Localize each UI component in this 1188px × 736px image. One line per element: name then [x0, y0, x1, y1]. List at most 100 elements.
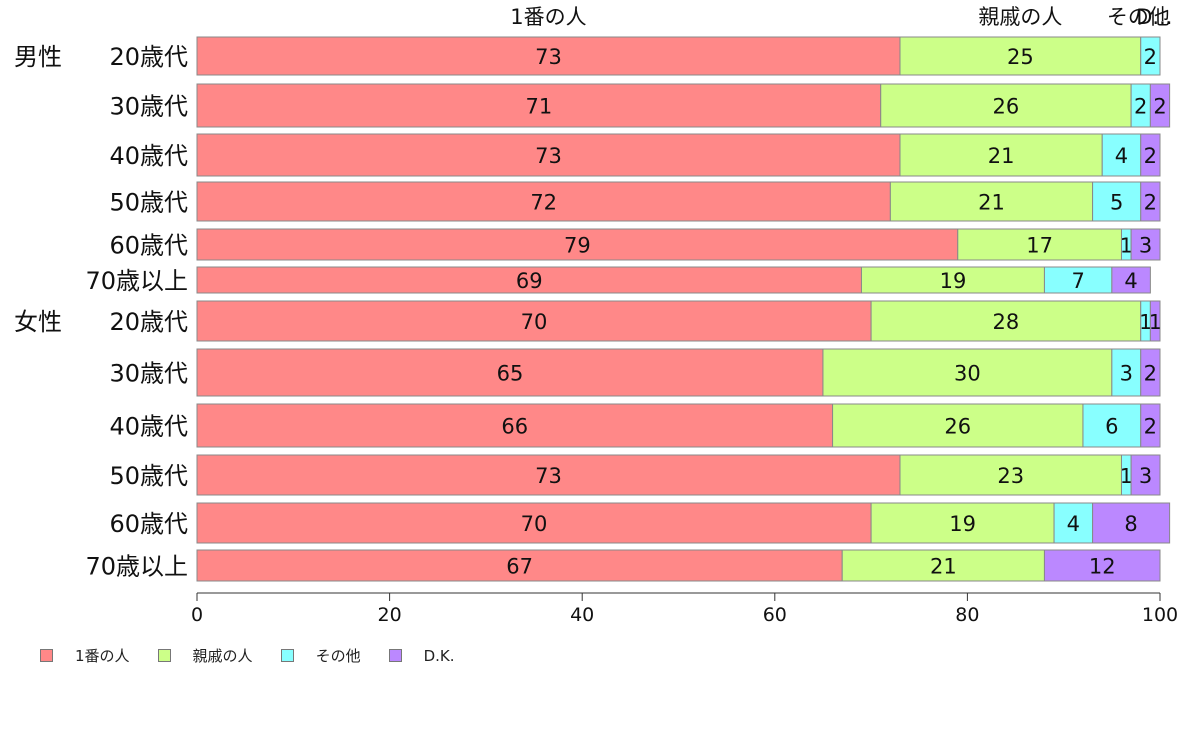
data-label: 1: [1139, 310, 1152, 334]
data-label: 71: [525, 95, 552, 119]
data-label: 1: [1120, 234, 1133, 258]
data-label: 79: [564, 234, 591, 258]
legend-item-1: 1番の人: [40, 645, 130, 666]
legend-swatch-1: [40, 649, 53, 662]
bar-segment: [196, 83, 882, 128]
bar-segment: [860, 266, 1045, 294]
category-label: 20歳代: [109, 308, 188, 336]
bar-segment: [1140, 181, 1161, 222]
data-label: 3: [1139, 234, 1152, 258]
data-label: 66: [501, 415, 528, 439]
data-label: 69: [516, 269, 543, 293]
bar-segment: [870, 502, 1055, 544]
category-label: 30歳代: [109, 93, 188, 121]
column-header: D...: [1136, 5, 1172, 29]
bar-segment: [957, 228, 1122, 261]
data-label: 1: [1120, 464, 1133, 488]
x-tick-label: 40: [570, 604, 594, 626]
data-label: 23: [997, 464, 1024, 488]
data-label: 2: [1144, 191, 1157, 215]
bar-segment: [196, 348, 824, 397]
category-label: 70歳以上: [85, 267, 188, 295]
category-label: 60歳代: [109, 510, 188, 538]
data-label: 19: [940, 269, 967, 293]
data-label: 26: [993, 95, 1020, 119]
data-label: 2: [1144, 362, 1157, 386]
data-label: 26: [944, 415, 971, 439]
bar-segment: [841, 549, 1045, 582]
bar-segment: [1130, 454, 1161, 496]
category-label: 70歳以上: [85, 553, 188, 581]
bar-segment: [870, 300, 1142, 342]
x-tick-label: 60: [763, 604, 787, 626]
data-label: 21: [988, 144, 1015, 168]
legend-swatch-2: [157, 649, 171, 662]
data-label: 28: [993, 310, 1020, 334]
bar-segment: [196, 502, 872, 544]
bar-segment: [880, 83, 1132, 128]
bar-segment: [899, 36, 1142, 76]
data-label: 8: [1124, 512, 1137, 536]
bar-segment: [1043, 266, 1113, 294]
bar-segment: [899, 133, 1103, 177]
data-label: 21: [978, 191, 1005, 215]
x-tick-label: 100: [1142, 604, 1178, 626]
data-label: 3: [1120, 362, 1133, 386]
legend-item-3: その他: [280, 645, 361, 666]
column-header: 1番の人: [510, 5, 586, 29]
legend-label-4: D.K.: [423, 646, 455, 665]
category-label: 30歳代: [109, 360, 188, 388]
bar-segment: [1053, 502, 1094, 544]
data-label: 73: [535, 45, 562, 69]
data-label: 67: [506, 555, 533, 579]
data-label: 2: [1144, 45, 1157, 69]
data-label: 25: [1007, 45, 1034, 69]
data-label: 2: [1144, 144, 1157, 168]
bar-segment: [1140, 36, 1161, 76]
bar-segment: [196, 403, 834, 448]
data-label: 30: [954, 362, 981, 386]
data-label: 17: [1026, 234, 1053, 258]
data-label: 73: [535, 464, 562, 488]
legend-label-1: 1番の人: [75, 647, 130, 665]
data-label: 4: [1124, 269, 1137, 293]
bar-segment: [1130, 228, 1161, 261]
data-label: 6: [1105, 415, 1118, 439]
data-label: 2: [1153, 95, 1166, 119]
legend-item-2: 親戚の人: [157, 645, 253, 666]
data-label: 4: [1115, 144, 1128, 168]
legend-label-2: 親戚の人: [192, 647, 253, 665]
bar-segment: [196, 36, 901, 76]
category-label: 50歳代: [109, 462, 188, 490]
category-label: 50歳代: [109, 189, 188, 217]
data-label: 7: [1071, 269, 1084, 293]
bar-segment: [832, 403, 1084, 448]
bar-segment: [1101, 133, 1142, 177]
category-label: 20歳代: [109, 43, 188, 71]
data-label: 4: [1067, 512, 1080, 536]
bar-segment: [1111, 348, 1142, 397]
data-label: 73: [535, 144, 562, 168]
bar-segment: [889, 181, 1094, 222]
x-tick-label: 80: [955, 604, 979, 626]
group-label: 女性: [14, 308, 62, 336]
bar-segment: [1149, 83, 1171, 128]
data-label: 3: [1139, 464, 1152, 488]
x-tick-label: 0: [191, 604, 203, 626]
group-label: 男性: [14, 43, 62, 71]
data-label: 1: [1149, 310, 1162, 334]
bar-segment: [196, 266, 862, 294]
data-label: 21: [930, 555, 957, 579]
bar-segment: [1140, 133, 1161, 177]
bar-segment: [196, 133, 901, 177]
category-label: 60歳代: [109, 232, 188, 260]
bar-segment: [1140, 348, 1161, 397]
data-label: 65: [497, 362, 524, 386]
bar-segment: [1043, 549, 1161, 582]
legend-swatch-3: [280, 649, 294, 662]
data-label: 5: [1110, 191, 1123, 215]
bar-segment: [1140, 403, 1161, 448]
bar-segment: [196, 300, 872, 342]
bar-segment: [1111, 266, 1151, 294]
